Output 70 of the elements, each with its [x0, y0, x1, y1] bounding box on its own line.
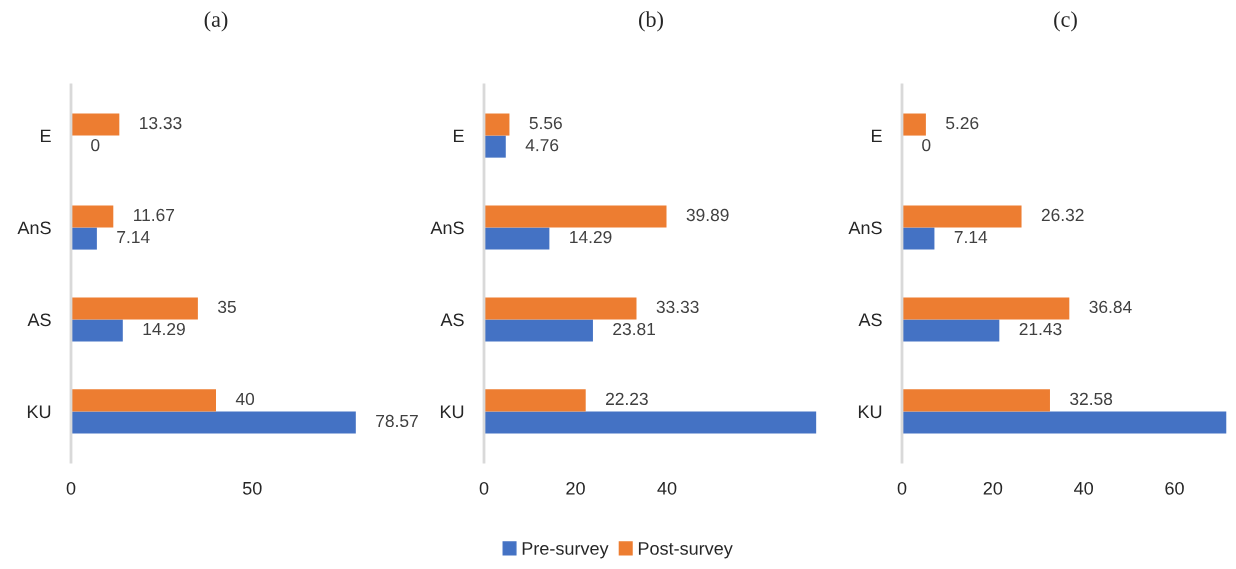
data-label: 22.23: [606, 392, 648, 406]
data-label: 39.89: [686, 208, 729, 222]
bar: [484, 389, 586, 412]
data-label: 5.56: [529, 116, 562, 130]
bar: [71, 389, 216, 412]
bar: [71, 411, 356, 434]
x-tick-label: 0: [66, 481, 76, 495]
data-label: 4.76: [525, 138, 559, 152]
data-label: 7.14: [117, 231, 150, 244]
y-tick-label: E: [40, 129, 51, 143]
x-tick-label: 0: [897, 481, 907, 495]
chart-title: (b): [639, 11, 663, 32]
data-label: 0: [91, 138, 100, 152]
legend-label: Post-survey: [638, 542, 733, 559]
x-tick-label: 20: [983, 481, 1003, 495]
bar: [71, 227, 97, 250]
legend-label: Pre-survey: [522, 542, 609, 559]
data-label: 33.33: [656, 300, 699, 314]
data-label: 23.81: [613, 322, 655, 336]
bar: [484, 411, 817, 434]
y-tick-label: AS: [27, 313, 51, 327]
bar: [484, 135, 506, 158]
data-label: 11.67: [134, 208, 175, 222]
y-tick-label: AnS: [17, 221, 51, 235]
bar: [902, 113, 926, 136]
y-tick-label: AS: [858, 313, 882, 327]
bar: [902, 297, 1070, 320]
y-tick-label: E: [871, 129, 882, 143]
bar: [484, 205, 667, 228]
data-label: 36.84: [1089, 300, 1132, 314]
data-label: 13.33: [140, 116, 182, 130]
bar: [71, 297, 198, 320]
y-tick-label: KU: [440, 405, 464, 419]
y-tick-label: KU: [27, 405, 51, 419]
data-label: 40: [235, 392, 255, 406]
bar: [71, 205, 114, 228]
x-tick-label: 50: [242, 481, 262, 495]
x-tick-label: 0: [479, 481, 489, 495]
bar: [71, 319, 123, 342]
bar: [902, 389, 1050, 412]
data-label: 14.29: [143, 322, 185, 336]
data-label: 32.58: [1070, 392, 1113, 406]
bar: [484, 113, 510, 136]
x-tick-label: 60: [1165, 481, 1184, 495]
bar: [902, 205, 1022, 228]
y-tick-label: AS: [440, 313, 464, 327]
x-tick-label: 20: [566, 481, 585, 495]
data-label: 26.32: [1041, 208, 1084, 222]
bar: [484, 319, 593, 342]
bar: [902, 319, 1000, 342]
bar: [902, 227, 935, 250]
data-label: 21.43: [1019, 322, 1062, 336]
data-label: 35: [217, 300, 236, 314]
data-label: 0: [922, 138, 931, 152]
bar: [484, 227, 550, 250]
chart-title: (a): [204, 11, 228, 32]
bar: [902, 411, 1227, 434]
y-tick-label: AnS: [848, 221, 882, 235]
y-tick-label: AnS: [430, 221, 464, 235]
bar: [484, 297, 637, 320]
data-label: 78.57: [376, 414, 418, 428]
y-tick-label: KU: [858, 405, 882, 419]
bar: [71, 113, 120, 136]
y-tick-label: E: [453, 129, 464, 143]
data-label: 5.26: [946, 116, 979, 130]
data-label: 7.14: [954, 231, 988, 244]
x-tick-label: 40: [1074, 481, 1093, 495]
chart-title: (c): [1054, 11, 1077, 32]
data-label: 14.29: [570, 230, 612, 244]
x-tick-label: 40: [657, 481, 677, 495]
